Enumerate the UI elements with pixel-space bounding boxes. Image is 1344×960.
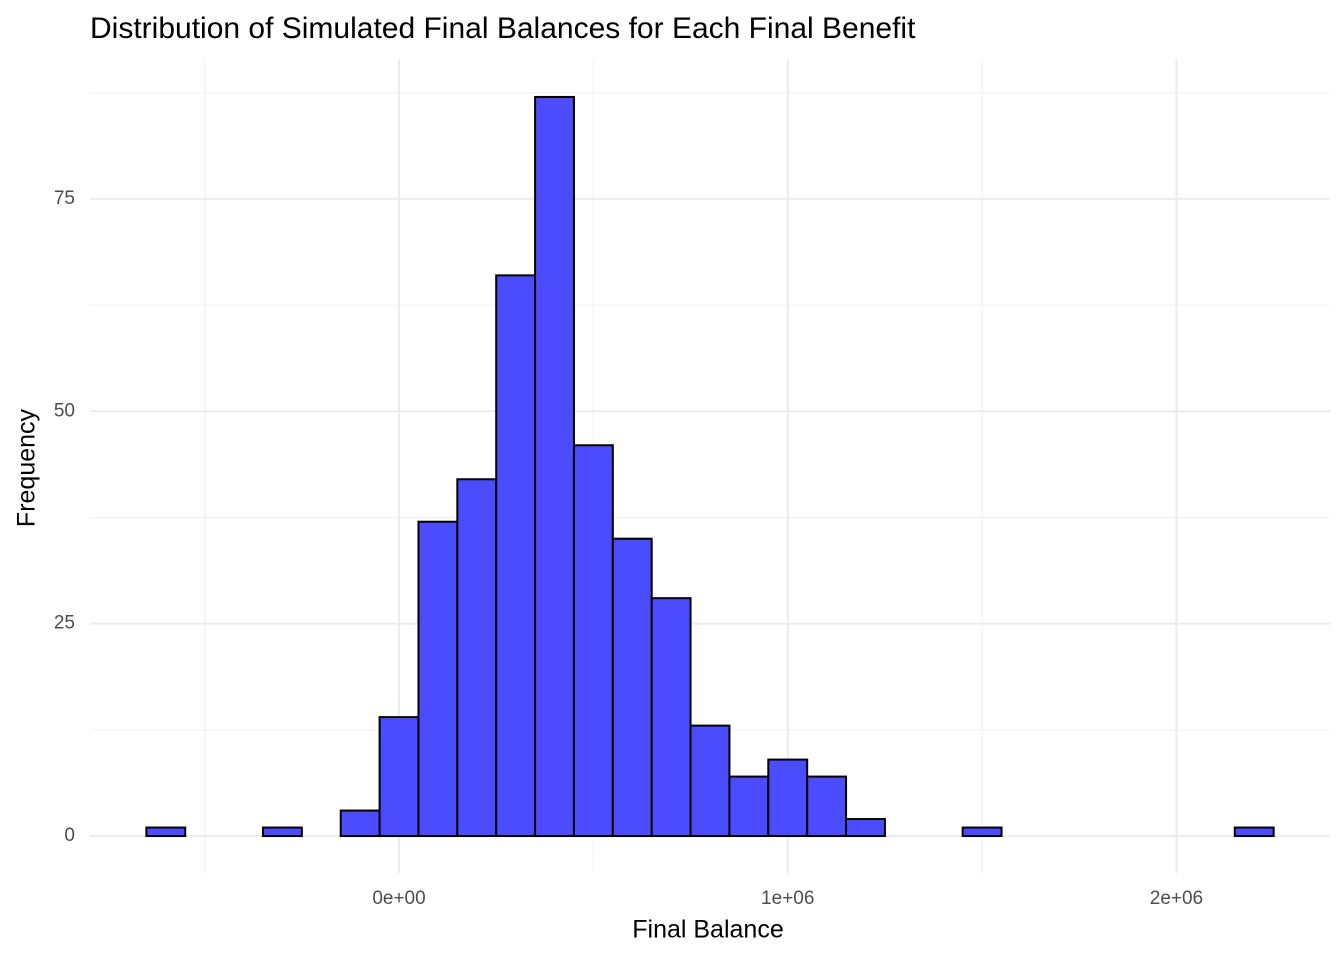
bar <box>845 818 886 838</box>
bar <box>728 775 770 838</box>
bar <box>534 95 575 838</box>
y-tick-label: 75 <box>54 188 75 209</box>
bar <box>495 274 537 838</box>
bar <box>767 758 809 838</box>
y-axis-label: Frequency <box>13 408 41 527</box>
x-tick-label: 1e+06 <box>761 888 814 909</box>
bar <box>261 826 303 838</box>
y-tick-label: 50 <box>54 400 75 421</box>
bar <box>456 478 498 838</box>
bar <box>145 826 187 838</box>
bar <box>378 716 420 838</box>
bar <box>689 724 731 838</box>
chart-title: Distribution of Simulated Final Balances… <box>90 12 916 45</box>
x-tick-label: 0e+00 <box>372 888 425 909</box>
bar <box>650 597 692 838</box>
bar <box>961 826 1003 838</box>
bar <box>339 809 381 838</box>
bar <box>417 520 459 838</box>
x-axis-label: Final Balance <box>632 916 783 944</box>
bar <box>572 444 614 838</box>
bar <box>1233 826 1275 838</box>
y-tick-label: 0 <box>64 825 75 846</box>
x-tick-label: 2e+06 <box>1150 888 1203 909</box>
y-tick-label: 25 <box>54 613 75 634</box>
bar <box>611 537 653 838</box>
bar <box>806 775 848 838</box>
